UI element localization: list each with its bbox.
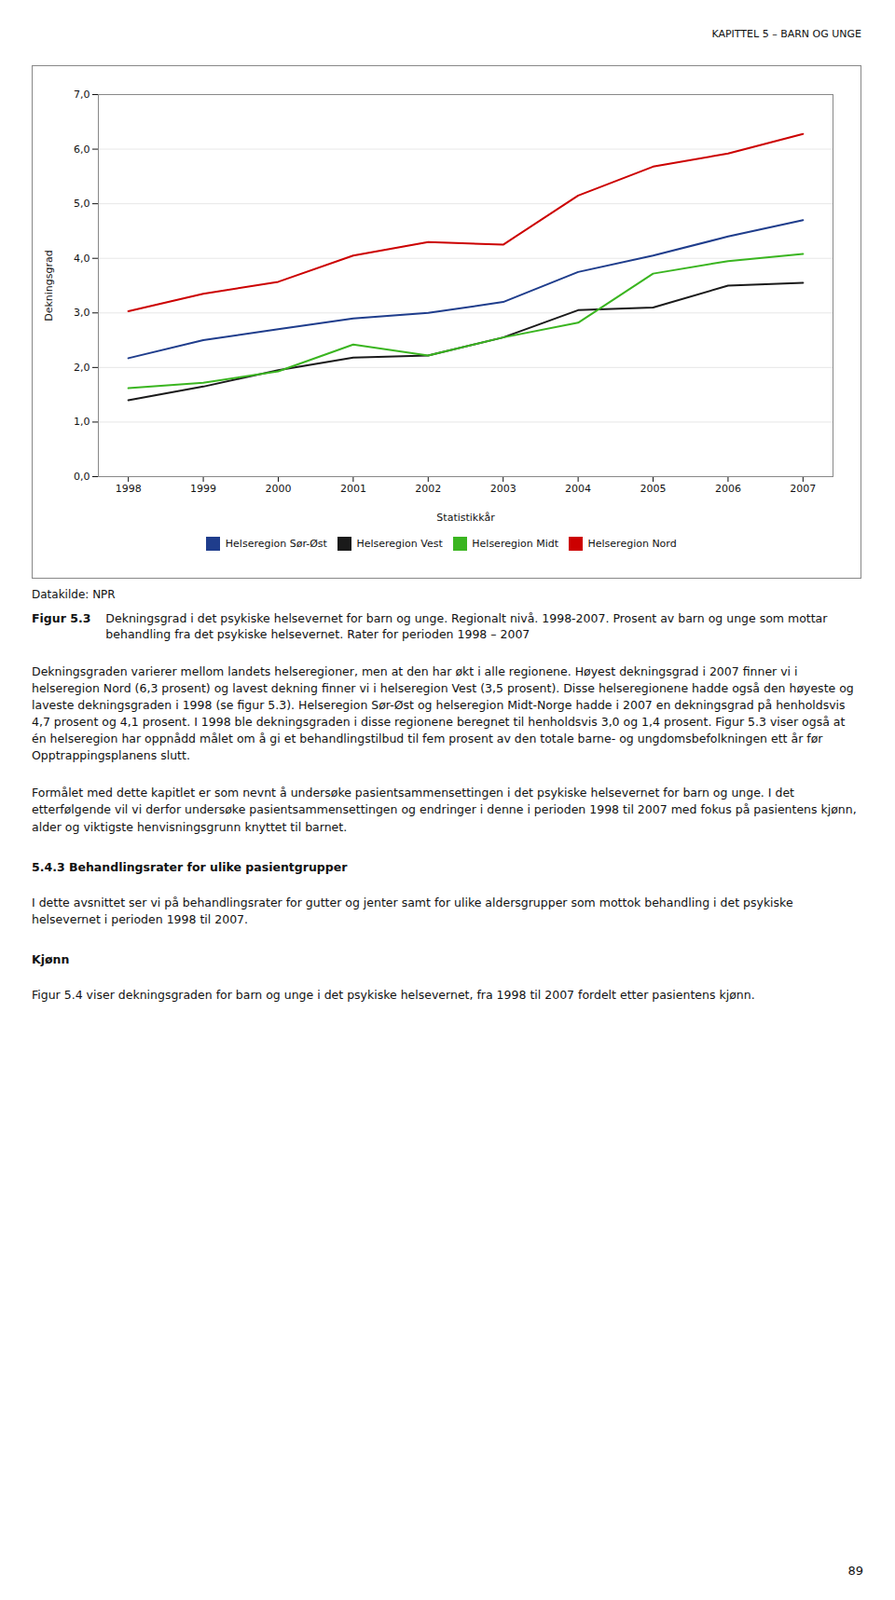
svg-text:5,0: 5,0	[73, 197, 91, 210]
svg-text:1,0: 1,0	[73, 415, 91, 428]
svg-text:0,0: 0,0	[73, 470, 91, 483]
svg-text:6,0: 6,0	[73, 143, 91, 156]
svg-text:1999: 1999	[190, 482, 217, 496]
svg-text:2004: 2004	[564, 482, 592, 496]
svg-text:1998: 1998	[115, 482, 142, 496]
svg-text:Dekningsgrad: Dekningsgrad	[42, 249, 56, 322]
html-text:Datakilde: NPR: Datakilde: NPR	[31, 587, 116, 601]
svg-text:2006: 2006	[715, 482, 742, 496]
svg-text:2002: 2002	[414, 482, 441, 496]
html-text:Dekningsgrad i det psykiske he: Dekningsgrad i det psykiske helsevernet …	[105, 611, 828, 642]
html-text:89: 89	[847, 1564, 864, 1579]
html-text:Figur 5.4 viser dekningsgraden: Figur 5.4 viser dekningsgraden for barn …	[31, 988, 755, 1003]
html-text:Helseregion Vest: Helseregion Vest	[356, 537, 443, 551]
svg-text:2005: 2005	[640, 482, 667, 496]
svg-text:2000: 2000	[264, 482, 291, 496]
svg-text:2001: 2001	[340, 482, 367, 496]
svg-text:2007: 2007	[789, 482, 816, 496]
svg-text:Statistikkår: Statistikkår	[436, 511, 496, 524]
html-text:Helseregion Sør-Øst: Helseregion Sør-Øst	[225, 537, 328, 551]
html-text:Helseregion Nord: Helseregion Nord	[587, 537, 677, 551]
html-text:Dekningsgraden varierer mellom: Dekningsgraden varierer mellom landets h…	[31, 664, 854, 763]
html-text:Formålet med dette kapitlet er: Formålet med dette kapitlet er som nevnt…	[31, 786, 857, 834]
svg-text:7,0: 7,0	[73, 88, 91, 101]
svg-text:3,0: 3,0	[73, 306, 91, 319]
html-text:KAPITTEL 5 – BARN OG UNGE: KAPITTEL 5 – BARN OG UNGE	[711, 27, 862, 41]
svg-text:4,0: 4,0	[73, 252, 91, 265]
html-text:5.4.3 Behandlingsrater for uli: 5.4.3 Behandlingsrater for ulike pasient…	[31, 860, 348, 875]
svg-text:2003: 2003	[490, 482, 517, 496]
html-text:Helseregion Midt: Helseregion Midt	[472, 537, 559, 551]
html-text:Kjønn: Kjønn	[31, 952, 70, 967]
html-text:I dette avsnittet ser vi på be: I dette avsnittet ser vi på behandlingsr…	[31, 895, 794, 927]
svg-text:2,0: 2,0	[73, 361, 91, 374]
html-text:Figur 5.3: Figur 5.3	[31, 611, 91, 626]
